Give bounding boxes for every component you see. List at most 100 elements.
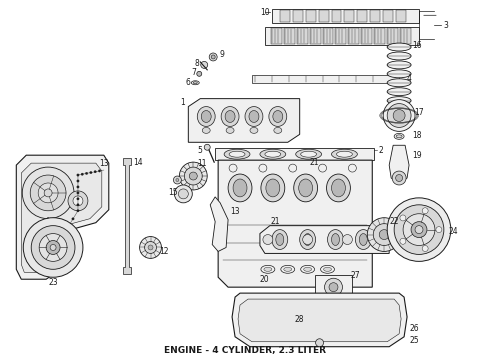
Circle shape [184, 167, 202, 185]
Text: 27: 27 [350, 271, 360, 280]
Ellipse shape [281, 265, 294, 273]
Text: 3: 3 [443, 21, 448, 30]
Circle shape [303, 235, 313, 244]
Ellipse shape [276, 234, 284, 246]
Ellipse shape [266, 179, 280, 197]
Circle shape [436, 227, 442, 233]
Circle shape [400, 215, 406, 221]
Circle shape [422, 208, 428, 214]
Circle shape [77, 180, 79, 182]
Bar [400, 28, 411, 44]
Circle shape [368, 218, 401, 251]
Circle shape [140, 237, 162, 258]
Text: 24: 24 [449, 227, 459, 236]
Circle shape [77, 186, 79, 188]
Circle shape [415, 226, 423, 234]
Polygon shape [16, 155, 109, 279]
Bar [357, 10, 368, 22]
Circle shape [31, 226, 75, 269]
Circle shape [259, 164, 267, 172]
Ellipse shape [301, 151, 317, 157]
Polygon shape [210, 197, 228, 251]
Circle shape [387, 104, 411, 127]
Circle shape [39, 234, 67, 261]
Text: 17: 17 [414, 108, 424, 117]
Bar [374, 28, 385, 44]
Circle shape [46, 240, 60, 255]
Circle shape [81, 173, 83, 175]
Circle shape [204, 144, 210, 150]
Ellipse shape [304, 234, 312, 246]
Ellipse shape [396, 135, 402, 138]
Circle shape [422, 246, 428, 252]
Text: 12: 12 [159, 247, 168, 256]
Circle shape [47, 251, 49, 254]
Ellipse shape [261, 174, 285, 202]
Text: 7: 7 [191, 68, 196, 77]
Circle shape [373, 224, 395, 246]
Circle shape [47, 245, 49, 247]
Ellipse shape [197, 107, 215, 126]
Ellipse shape [224, 149, 250, 159]
Text: 11: 11 [197, 159, 207, 168]
Circle shape [201, 62, 208, 68]
Ellipse shape [359, 234, 368, 246]
Circle shape [77, 174, 79, 176]
Text: 4: 4 [407, 74, 412, 83]
Text: 20: 20 [259, 275, 269, 284]
Ellipse shape [301, 265, 315, 273]
Circle shape [329, 283, 338, 292]
Bar [272, 9, 419, 23]
Text: 22: 22 [390, 217, 399, 226]
Text: 26: 26 [409, 324, 419, 333]
Text: 6: 6 [186, 78, 191, 87]
Polygon shape [238, 299, 401, 342]
Text: 13: 13 [230, 207, 240, 216]
Ellipse shape [272, 230, 288, 249]
Ellipse shape [250, 127, 258, 133]
Text: 15: 15 [169, 188, 178, 197]
Text: 21: 21 [270, 217, 280, 226]
Ellipse shape [269, 107, 287, 126]
Ellipse shape [332, 234, 340, 246]
Ellipse shape [387, 88, 411, 96]
Ellipse shape [274, 127, 282, 133]
Polygon shape [188, 99, 300, 142]
Circle shape [211, 55, 215, 59]
Bar [306, 10, 316, 22]
Polygon shape [260, 226, 389, 253]
Bar [252, 75, 399, 83]
Circle shape [383, 100, 415, 131]
Polygon shape [232, 293, 407, 347]
Ellipse shape [387, 79, 411, 87]
Circle shape [47, 217, 49, 220]
Circle shape [324, 278, 343, 296]
Circle shape [400, 238, 406, 244]
Ellipse shape [327, 230, 343, 249]
Ellipse shape [295, 149, 321, 159]
Circle shape [387, 198, 451, 261]
Circle shape [178, 189, 188, 199]
Circle shape [316, 339, 323, 347]
Ellipse shape [226, 127, 234, 133]
Ellipse shape [323, 267, 332, 271]
Ellipse shape [221, 107, 239, 126]
Ellipse shape [304, 267, 312, 271]
Text: 16: 16 [412, 41, 422, 50]
Bar [383, 10, 393, 22]
Circle shape [343, 235, 352, 244]
Circle shape [379, 230, 389, 239]
Ellipse shape [273, 111, 283, 122]
Bar [284, 28, 294, 44]
Circle shape [148, 245, 153, 250]
Ellipse shape [387, 96, 411, 105]
Circle shape [57, 242, 59, 244]
Ellipse shape [201, 111, 211, 122]
Ellipse shape [260, 149, 286, 159]
Circle shape [174, 185, 192, 203]
Ellipse shape [193, 82, 197, 84]
Circle shape [173, 176, 181, 184]
Circle shape [62, 234, 64, 236]
Text: 14: 14 [133, 158, 143, 167]
Ellipse shape [387, 61, 411, 69]
